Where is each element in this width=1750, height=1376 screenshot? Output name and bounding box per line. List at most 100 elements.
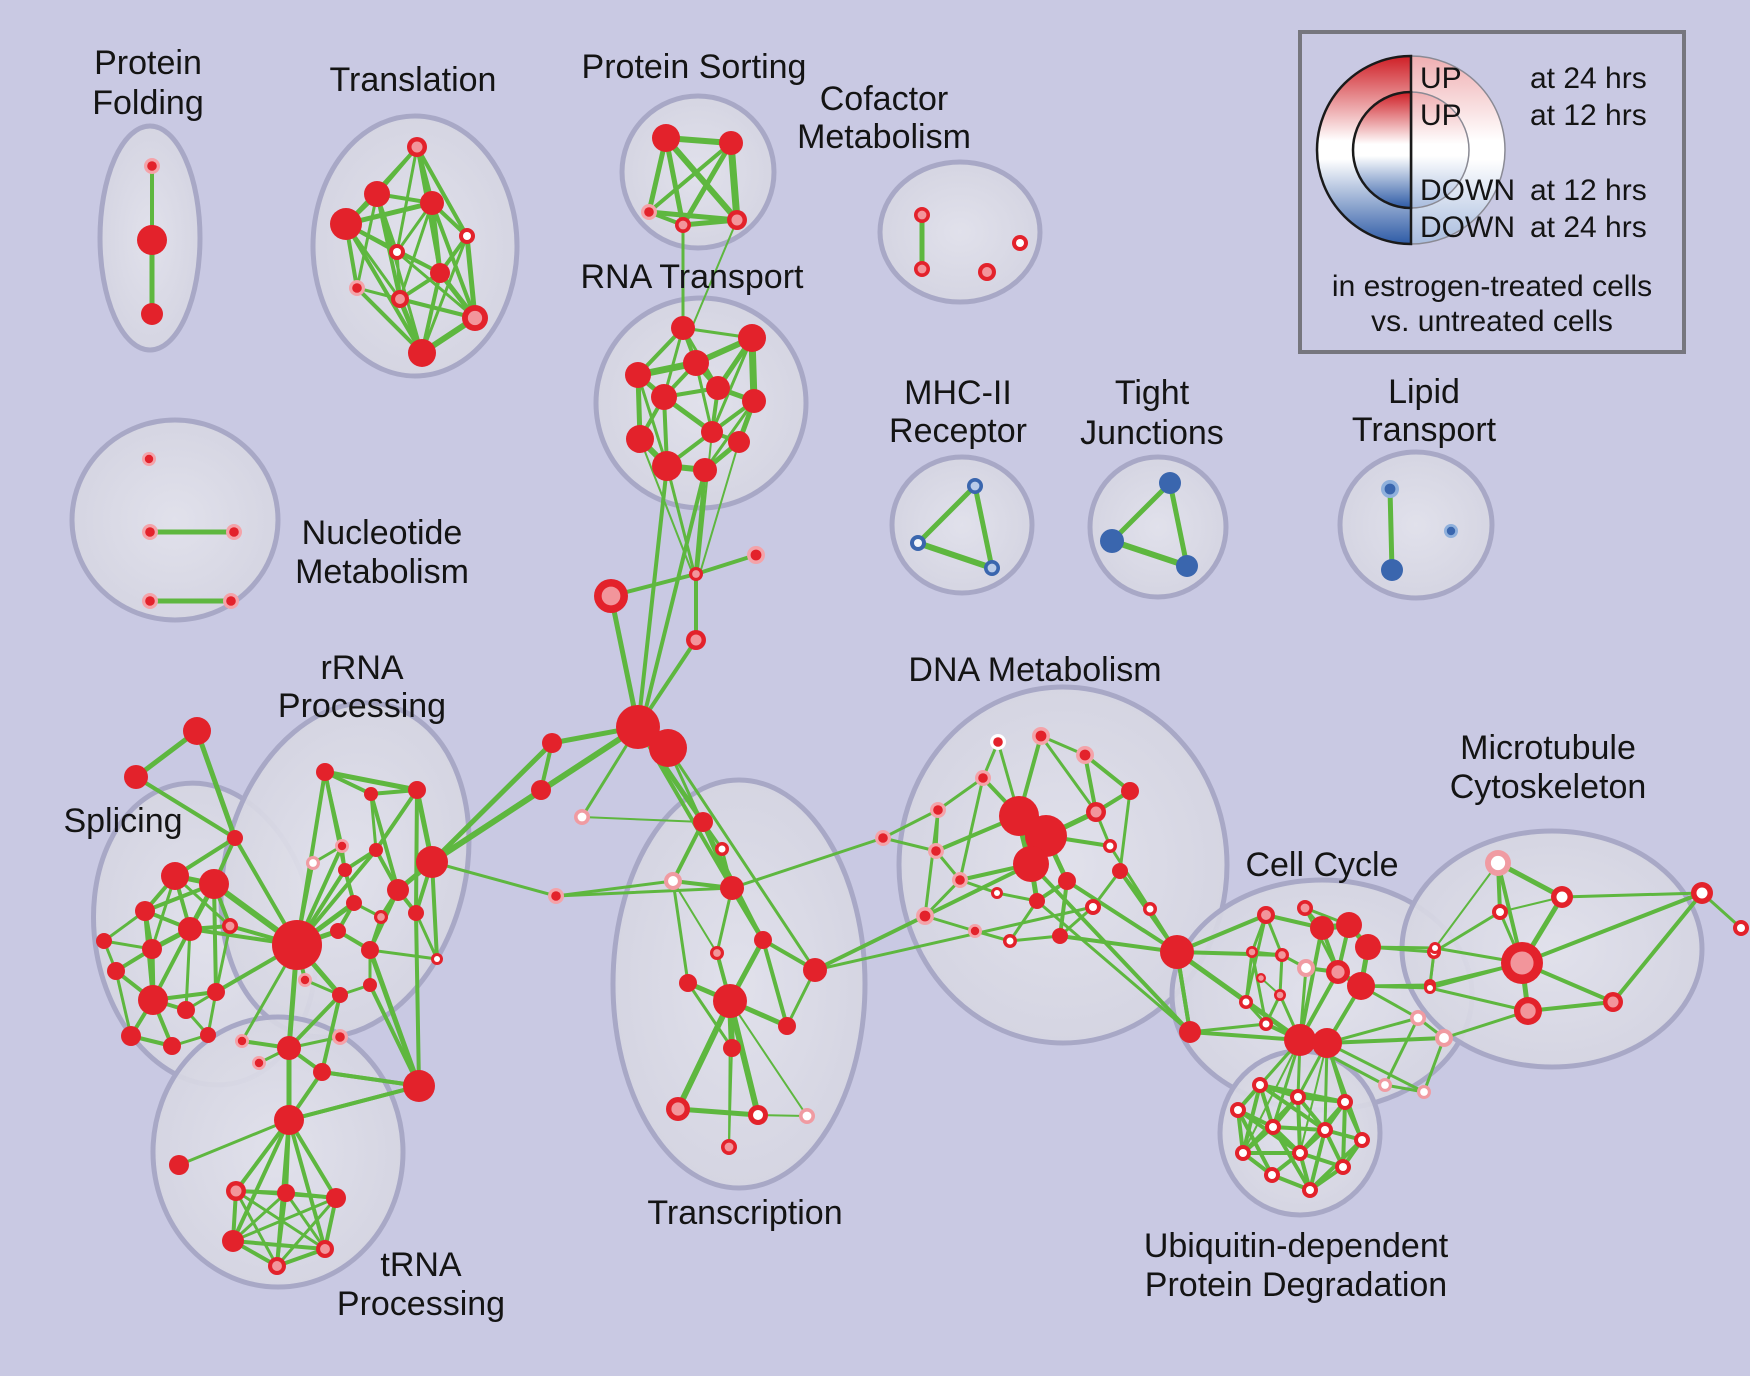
rna-transport-node[interactable] [626,425,654,453]
rna-transport-node[interactable] [652,451,682,481]
rna-transport-node[interactable] [651,384,677,410]
rrna-processing-node[interactable] [369,843,383,857]
rrna-processing-node[interactable] [364,787,378,801]
legend-time-label: at 24 hrs [1530,211,1647,244]
trna-processing-node[interactable] [326,1188,346,1208]
rrna-processing-node[interactable] [316,763,334,781]
tight-junctions-node[interactable] [1159,472,1181,494]
rna-transport-node[interactable] [625,362,651,388]
transcription-node[interactable] [720,876,744,900]
splicing-node[interactable] [200,1027,216,1043]
rna-transport-node[interactable] [683,350,709,376]
rrna-processing-node[interactable] [408,781,426,799]
translation-node[interactable] [408,339,436,367]
cell-cycle-node-core [1381,1081,1389,1089]
dna-metabolism-node[interactable] [1029,893,1045,909]
protein-sorting-edge [646,209,740,223]
tight-junctions-node[interactable] [1100,529,1124,553]
dna-metabolism-node[interactable] [1112,863,1128,879]
protein-folding-node[interactable] [137,225,167,255]
transcription-node[interactable] [679,974,697,992]
dna-metabolism-node[interactable] [1121,782,1139,800]
rna-transport-node[interactable] [693,458,717,482]
protein-folding-node[interactable] [141,303,163,325]
trna-processing-node[interactable] [277,1036,301,1060]
trna-processing-node[interactable] [313,1063,331,1081]
splicing-node-core [225,921,235,931]
tight-junctions-node[interactable] [1176,555,1198,577]
cell-cycle-node[interactable] [1284,1024,1316,1056]
transcription-node[interactable] [754,931,772,949]
rrna-processing-node[interactable] [416,846,448,878]
splicing-node[interactable] [142,939,162,959]
trna-processing-node[interactable] [403,1070,435,1102]
dna-metabolism-node[interactable] [1013,846,1049,882]
nucleotide-metabolism-node-core [226,596,236,606]
transcription-node[interactable] [803,958,827,982]
cell-cycle-node[interactable] [1355,934,1381,960]
splicing-node[interactable] [183,717,211,745]
dna-metabolism-node[interactable] [1160,935,1194,969]
rrna-processing-node[interactable] [363,978,377,992]
rrna-processing-node[interactable] [408,905,424,921]
translation-node[interactable] [330,208,362,240]
lipid-transport-node[interactable] [1381,559,1403,581]
dna-metabolism-node[interactable] [1058,872,1076,890]
rrna-processing-node[interactable] [338,863,352,877]
splicing-node[interactable] [178,917,202,941]
cell-cycle-node-core [1420,1088,1428,1096]
splicing-node[interactable] [161,862,189,890]
rna-transport-node[interactable] [671,316,695,340]
trna-processing-node[interactable] [277,1184,295,1202]
microtubule-cytoskeleton-node-core [1427,985,1433,991]
splicing-node[interactable] [163,1037,181,1055]
translation-node[interactable] [430,263,450,283]
rna-transport-node[interactable] [738,324,766,352]
transcription-node[interactable] [723,1039,741,1057]
cell-cycle-node[interactable] [1336,912,1362,938]
rrna-processing-node[interactable] [346,895,362,911]
dna-metabolism-node[interactable] [1025,815,1067,857]
splicing-node[interactable] [177,1001,195,1019]
cofactor-metabolism-node-core [917,210,927,220]
backbone-node[interactable] [616,705,660,749]
rna-transport-node[interactable] [706,376,730,400]
dna-metabolism-node[interactable] [1179,1021,1201,1043]
transcription-node[interactable] [778,1017,796,1035]
splicing-node[interactable] [124,765,148,789]
protein-sorting-edge [663,135,740,223]
rrna-processing-node[interactable] [330,923,346,939]
rrna-processing-node[interactable] [361,941,379,959]
splicing-node[interactable] [121,1026,141,1046]
rna-transport-node[interactable] [742,389,766,413]
trna-processing-node[interactable] [222,1230,244,1252]
backbone-node[interactable] [649,729,687,767]
splicing-node[interactable] [227,830,243,846]
cell-cycle-node[interactable] [1310,916,1334,940]
splicing-node[interactable] [138,985,168,1015]
rna-transport-node[interactable] [728,431,750,453]
splicing-node[interactable] [107,962,125,980]
cell-cycle-node[interactable] [1312,1028,1342,1058]
rrna-processing-node[interactable] [387,879,409,901]
rrna-processing-node[interactable] [332,987,348,1003]
splicing-node[interactable] [207,983,225,1001]
protein-sorting-node[interactable] [719,131,743,155]
transcription-node[interactable] [713,984,747,1018]
protein-sorting-node[interactable] [652,124,680,152]
dna-metabolism-node[interactable] [1052,928,1068,944]
backbone-node[interactable] [531,780,551,800]
translation-node[interactable] [420,191,444,215]
trna-processing-node[interactable] [274,1105,304,1135]
transcription-node[interactable] [693,812,713,832]
cell-cycle-node[interactable] [1347,972,1375,1000]
backbone-node[interactable] [542,733,562,753]
splicing-node[interactable] [96,933,112,949]
splicing-node[interactable] [135,901,155,921]
rrna-processing-node[interactable] [272,920,322,970]
trna-processing-node[interactable] [169,1155,189,1175]
splicing-node[interactable] [199,869,229,899]
translation-node[interactable] [364,181,390,207]
rna-transport-node[interactable] [701,421,723,443]
